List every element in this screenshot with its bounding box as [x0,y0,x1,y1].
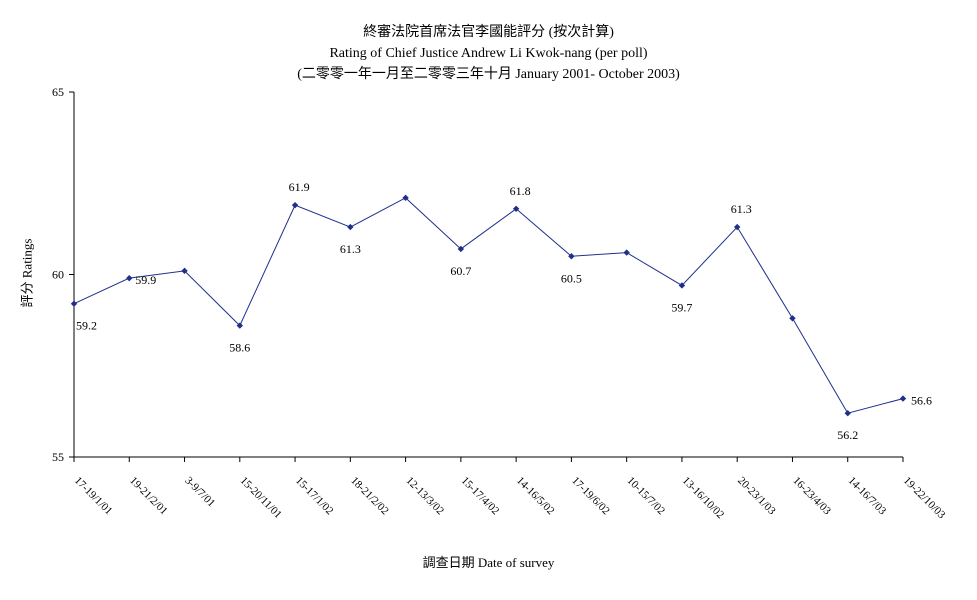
y-tick-label: 65 [52,85,64,99]
data-label: 60.7 [450,264,471,278]
data-point [623,249,630,256]
data-label: 61.9 [289,180,310,194]
data-label: 59.7 [671,300,692,314]
data-point [291,201,299,209]
chart-subtitle-period: (二零零一年一月至二零零三年十月 January 2001- October 2… [297,67,680,82]
data-point [789,315,796,322]
data-point [899,395,907,402]
data-point [236,322,243,329]
data-point [568,253,575,260]
data-label: 59.2 [76,319,97,333]
chart-subtitle: Rating of Chief Justice Andrew Li Kwok-n… [329,46,648,61]
x-tick-label: 17-19/6/02 [569,475,612,518]
data-point [457,245,465,253]
data-label: 61.3 [340,242,361,256]
data-point [734,223,741,231]
data-point [347,223,354,231]
x-tick-label: 16-23/4/03 [790,475,833,518]
x-tick-label: 15-20/11/01 [238,475,284,521]
data-label: 56.2 [837,428,858,442]
x-tick-label: 14-16/7/03 [846,475,889,518]
data-label: 59.9 [135,273,156,287]
chart-title: 終審法院首席法官李國能評分 (按次計算) [363,25,614,40]
data-point [844,410,851,417]
x-tick-label: 15-17/4/02 [459,475,502,518]
data-point [126,274,133,282]
x-tick-label: 15-17/1/02 [293,475,336,518]
data-point [512,205,520,212]
x-tick-label: 3-9/7/01 [182,475,217,510]
x-tick-label: 12-13/3/02 [403,475,446,518]
x-tick-label: 10-15/7/02 [625,475,668,518]
data-point [678,282,686,289]
x-tick-label: 20-23/1/03 [735,475,778,518]
data-point [70,300,78,307]
series-line [73,197,904,414]
x-tick-label: 17-19/1/01 [72,475,115,518]
x-axis-label: 調查日期 Date of survey [422,555,555,570]
data-label: 58.6 [229,341,250,355]
data-label: 60.5 [561,271,582,285]
data-label: 56.6 [911,394,932,408]
data-label: 61.8 [510,184,531,198]
chart-titles: 終審法院首席法官李國能評分 (按次計算) Rating of Chief Jus… [0,22,977,85]
y-tick-label: 60 [52,268,64,282]
x-tick-label: 13-16/10/02 [680,475,727,522]
x-tick-label: 19-22/10/03 [901,475,948,522]
data-point [402,194,409,202]
data-point [181,267,188,275]
x-tick-label: 14-16/5/02 [514,475,557,518]
y-tick-label: 55 [52,450,64,464]
x-tick-label: 19-21/2/01 [127,475,170,518]
data-label: 61.3 [731,202,752,216]
x-tick-label: 18-21/2/02 [348,475,391,518]
